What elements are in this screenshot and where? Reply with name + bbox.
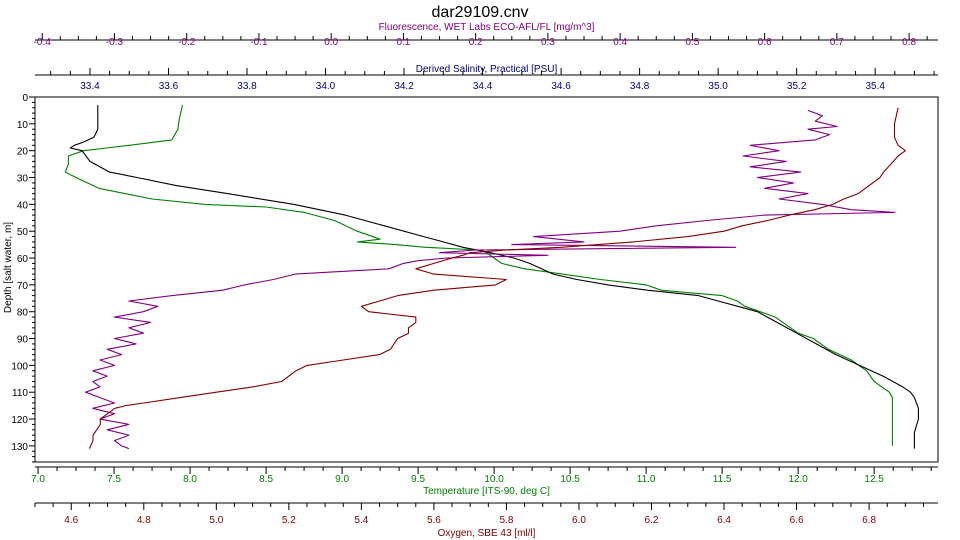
- x-tick-label: 9.0: [335, 474, 349, 485]
- x-tick-label: -0.4: [34, 37, 52, 48]
- x-tick-label: 11.0: [637, 474, 656, 485]
- axes-layer: -0.4 -0.3 -0.2 -0.1 0.0 0.1 0.2 0.3 0.4 0.5 0.6 0.7…: [3, 22, 938, 539]
- x-tick-label: 12.5: [864, 474, 884, 485]
- y-tick-label: 70: [17, 281, 29, 292]
- x-axis-fluorescence: -0.4 -0.3 -0.2 -0.1 0.0 0.1 0.2 0.3 0.4 0.5 0.6 0.7…: [34, 22, 938, 48]
- x-tick-label: 7.5: [107, 474, 121, 485]
- x-tick-label: 35.0: [708, 81, 728, 92]
- x-tick-label: 0.4: [613, 37, 627, 48]
- x-axis-title: Temperature [ITS-90, deg C]: [423, 486, 550, 497]
- x-tick-label: 6.2: [645, 515, 659, 526]
- x-tick-label: -0.3: [106, 37, 124, 48]
- x-tick-label: 0.5: [685, 37, 699, 48]
- y-tick-label: 80: [17, 308, 29, 319]
- x-tick-label: -0.2: [178, 37, 196, 48]
- chart-title: dar29109.cnv: [432, 4, 529, 21]
- plot-frame: [34, 96, 939, 463]
- x-tick-label: 35.4: [865, 81, 885, 92]
- x-tick-label: 5.6: [427, 515, 441, 526]
- x-tick-label: 9.5: [411, 474, 425, 485]
- x-tick-label: 0.8: [902, 37, 916, 48]
- x-tick-label: 34.2: [394, 81, 414, 92]
- x-tick-label: 0.3: [541, 37, 555, 48]
- series-layer: [64, 104, 919, 450]
- x-tick-label: 5.2: [282, 515, 296, 526]
- y-tick-label: 0: [22, 93, 28, 104]
- y-tick-label: 10: [17, 120, 29, 131]
- y-tick-label: 50: [17, 227, 29, 238]
- x-tick-label: 8.0: [183, 474, 197, 485]
- x-tick-label: 0.6: [758, 37, 772, 48]
- x-tick-label: -0.1: [250, 37, 268, 48]
- x-tick-label: 10.5: [560, 474, 580, 485]
- x-axis-oxygen: 4.6 4.8 5.0 5.2 5.4 5.6 5.8 6.0 6.2 6.4 6.6 6.8 Oxyg…: [34, 502, 938, 539]
- x-tick-label: 12.0: [788, 474, 808, 485]
- x-tick-label: 8.5: [259, 474, 273, 485]
- x-tick-label: 11.5: [713, 474, 732, 485]
- y-tick-label: 120: [11, 415, 28, 426]
- x-axis-title: Fluorescence, WET Labs ECO-AFL/FL [mg/m^…: [379, 22, 595, 33]
- x-tick-label: 33.4: [80, 81, 100, 92]
- x-tick-label: 34.0: [316, 81, 336, 92]
- x-tick-label: 34.6: [551, 81, 571, 92]
- x-tick-label: 34.8: [630, 81, 650, 92]
- series-line-temperature: [64, 104, 893, 446]
- y-tick-label: 90: [17, 335, 29, 346]
- x-tick-label: 0.0: [324, 37, 338, 48]
- y-axis-depth: 0 10 20 30 40 50 60 70 80 90 100 110 120 130 Depth [sa…: [3, 93, 35, 463]
- y-axis-title: Depth [salt water, m]: [3, 222, 14, 313]
- x-tick-label: 5.0: [209, 515, 223, 526]
- y-tick-label: 110: [12, 388, 28, 399]
- x-tick-label: 6.6: [790, 515, 804, 526]
- x-tick-label: 33.8: [237, 81, 257, 92]
- y-tick-label: 40: [17, 200, 29, 211]
- x-axis-title: Oxygen, SBE 43 [ml/l]: [438, 528, 536, 539]
- x-tick-label: 0.7: [830, 37, 844, 48]
- x-tick-label: 10.0: [484, 474, 504, 485]
- series-line-salinity: [69, 105, 919, 449]
- x-tick-label: 4.6: [64, 515, 78, 526]
- x-tick-label: 0.2: [469, 37, 483, 48]
- x-tick-label: 5.8: [499, 515, 513, 526]
- x-axis-temperature: 7.0 7.5 8.0 8.5 9.0 9.5 10.0 10.5 11.0 11.5 12.0 12…: [31, 466, 938, 497]
- series-line-oxygen: [88, 107, 906, 449]
- x-tick-label: 7.0: [31, 474, 45, 485]
- x-tick-label: 34.4: [473, 81, 493, 92]
- x-tick-label: 6.8: [862, 515, 876, 526]
- y-tick-label: 20: [17, 147, 29, 158]
- x-tick-label: 33.6: [159, 81, 179, 92]
- x-tick-label: 6.4: [717, 515, 731, 526]
- x-tick-label: 4.8: [137, 515, 151, 526]
- x-tick-label: 6.0: [572, 515, 586, 526]
- y-tick-label: 130: [11, 442, 28, 453]
- series-line-fluorescence: [85, 109, 896, 450]
- x-axis-salinity: 33.4 33.6 33.8 34.0 34.2 34.4 34.6 34.8 35.0 35.2…: [35, 64, 938, 92]
- y-tick-label: 30: [17, 174, 29, 185]
- x-axis-title: Derived Salinity, Practical [PSU]: [416, 64, 558, 75]
- x-tick-label: 35.2: [787, 81, 807, 92]
- y-tick-label: 60: [17, 254, 29, 265]
- x-tick-label: 0.1: [396, 37, 410, 48]
- y-tick-label: 100: [11, 361, 28, 372]
- x-tick-label: 5.4: [354, 515, 368, 526]
